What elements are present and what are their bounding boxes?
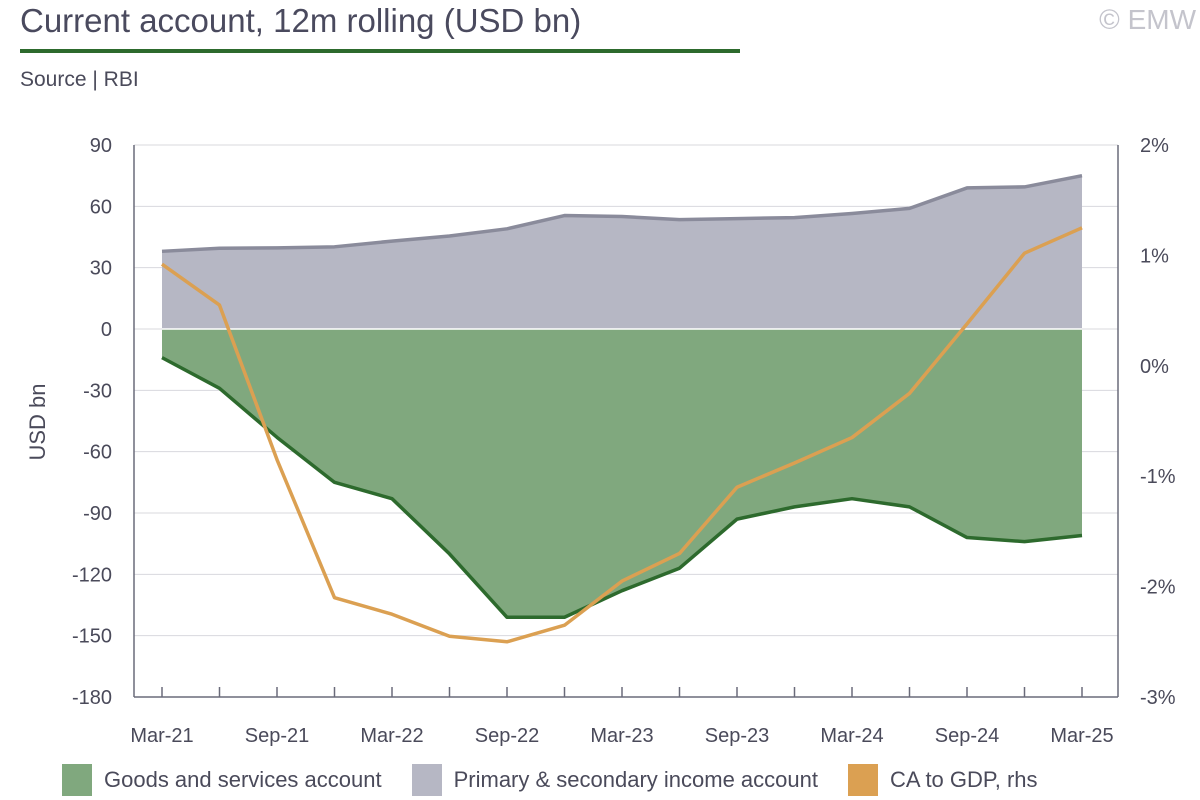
area-primary-secondary-income bbox=[162, 175, 1082, 329]
legend-label-goods: Goods and services account bbox=[104, 767, 382, 792]
x-tick-label: Sep-23 bbox=[705, 725, 770, 747]
y-axis-right-ticks: 2% 1% 0% -1% -2% -3% bbox=[1140, 135, 1176, 709]
copyright-watermark: © EMW bbox=[1099, 4, 1196, 35]
y-tick-label: -120 bbox=[72, 564, 112, 586]
x-tick-label: Sep-21 bbox=[245, 725, 310, 747]
legend-swatch-ca-gdp bbox=[847, 764, 878, 796]
legend-label-income: Primary & secondary income account bbox=[453, 767, 818, 792]
legend-label-ca-gdp: CA to GDP, rhs bbox=[889, 767, 1038, 792]
x-tick-label: Mar-25 bbox=[1050, 725, 1113, 747]
chart-source: Source | RBI bbox=[20, 68, 139, 91]
y-tick-label: -150 bbox=[72, 626, 112, 648]
y-tick-label: -30 bbox=[83, 380, 112, 402]
x-tick-label: Sep-24 bbox=[935, 725, 1000, 747]
legend-item-goods: Goods and services account bbox=[62, 764, 382, 796]
legend-item-ca-gdp: CA to GDP, rhs bbox=[847, 764, 1038, 796]
x-tick-label: Sep-22 bbox=[475, 725, 540, 747]
chart-lines bbox=[160, 173, 1083, 644]
y2-tick-label: -1% bbox=[1140, 466, 1176, 488]
line-goods-services bbox=[161, 356, 1083, 620]
y-tick-label: 60 bbox=[90, 196, 112, 218]
legend-item-income: Primary & secondary income account bbox=[411, 764, 818, 796]
x-tick-label: Mar-22 bbox=[360, 725, 423, 747]
x-tick-label: Mar-21 bbox=[130, 725, 193, 747]
y-tick-label: -180 bbox=[72, 687, 112, 709]
x-tick-label: Mar-23 bbox=[590, 725, 653, 747]
y-tick-label: -60 bbox=[83, 442, 112, 464]
title-underline bbox=[20, 49, 740, 53]
chart-areas bbox=[162, 175, 1082, 618]
y-axis-left-ticks: 90 60 30 0 -30 -60 -90 -120 -150 -180 bbox=[72, 135, 112, 709]
chart-axes bbox=[133, 145, 1119, 698]
y-axis-label: USD bn bbox=[25, 383, 50, 460]
line-ca-to-gdp bbox=[160, 226, 1083, 644]
x-tick-label: Mar-24 bbox=[820, 725, 883, 747]
y-tick-label: 0 bbox=[101, 319, 112, 341]
y-tick-label: 30 bbox=[90, 258, 112, 280]
y2-tick-label: 2% bbox=[1140, 135, 1169, 157]
area-goods-services bbox=[162, 329, 1082, 618]
y2-tick-label: -2% bbox=[1140, 577, 1176, 599]
y-tick-label: -90 bbox=[83, 503, 112, 525]
chart-canvas: 90 60 30 0 -30 -60 -90 -120 -150 -180 2% 1% 0% -1% -2… bbox=[25, 135, 1176, 747]
legend-swatch-goods bbox=[62, 764, 92, 796]
x-axis-ticks: Mar-21 Sep-21 Mar-22 Sep-22 Mar-23 Sep-23 Mar-… bbox=[130, 725, 1113, 747]
y2-tick-label: -3% bbox=[1140, 687, 1176, 709]
line-primary-secondary-income bbox=[161, 173, 1083, 254]
y2-tick-label: 0% bbox=[1140, 356, 1169, 378]
y-tick-label: 90 bbox=[90, 135, 112, 157]
chart-title: Current account, 12m rolling (USD bn) bbox=[20, 2, 582, 39]
y2-tick-label: 1% bbox=[1140, 245, 1169, 267]
legend-swatch-income bbox=[411, 764, 442, 796]
chart-legend: Goods and services account Primary & sec… bbox=[62, 764, 1068, 796]
